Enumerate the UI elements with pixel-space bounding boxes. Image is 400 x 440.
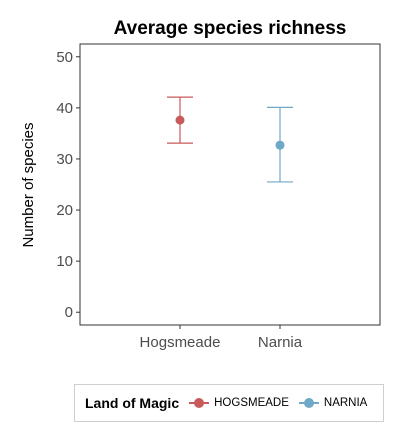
mean-point-narnia (275, 140, 285, 150)
y-tick-label: 30 (56, 151, 73, 168)
y-tick-label: 50 (56, 49, 73, 66)
y-tick-label: 20 (56, 202, 73, 219)
legend-label-narnia: NARNIA (323, 397, 368, 409)
mean-point-hogsmeade (175, 115, 185, 125)
x-axis: Hogsmeade Narnia (140, 325, 303, 351)
legend-dot-narnia (303, 398, 314, 408)
y-axis-title: Number of species (20, 122, 37, 247)
x-tick-label: Narnia (258, 334, 303, 351)
y-tick-label: 0 (65, 304, 73, 321)
y-axis: 0 10 20 30 40 50 (56, 49, 80, 321)
legend-key-narnia (297, 395, 321, 411)
legend-dot-hogsmeade (194, 398, 205, 408)
legend-item-hogsmeade: HOGSMEADE (187, 395, 289, 411)
y-tick-label: 10 (56, 253, 73, 270)
y-tick-label: 40 (56, 100, 73, 117)
legend: Land of Magic HOGSMEADE NARNIA (74, 384, 384, 422)
legend-title: Land of Magic (85, 395, 180, 411)
legend-key-hogsmeade (187, 395, 211, 411)
x-tick-label: Hogsmeade (140, 334, 221, 351)
plot-panel (79, 43, 381, 326)
chart-marks (167, 96, 293, 183)
chart-title: Average species richness (114, 18, 347, 39)
legend-item-narnia: NARNIA (297, 395, 367, 411)
legend-label-hogsmeade: HOGSMEADE (214, 397, 289, 409)
